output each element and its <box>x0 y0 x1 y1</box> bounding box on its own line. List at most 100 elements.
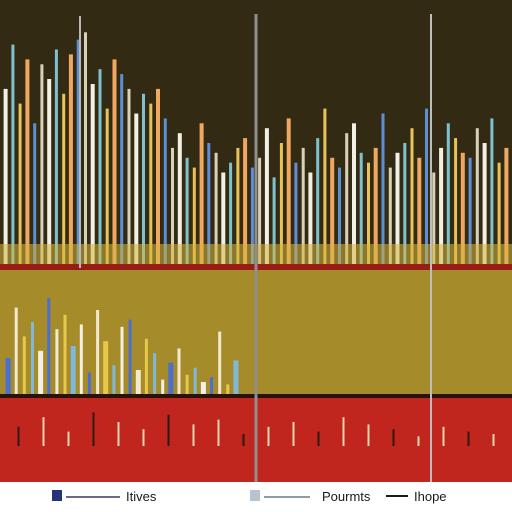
upper-bar-51 <box>367 162 370 266</box>
middle-bar-21 <box>168 362 174 394</box>
middle-bar-29 <box>233 360 239 394</box>
upper-bar-61 <box>439 147 444 266</box>
middle-bar-13 <box>103 341 109 394</box>
lower-bar-12 <box>292 422 295 446</box>
upper-bar-48 <box>345 133 349 266</box>
middle-bar-series <box>5 298 239 394</box>
lower-bar-series <box>17 412 495 446</box>
upper-bar-69 <box>497 162 501 266</box>
upper-bar-67 <box>482 143 487 266</box>
upper-bar-31 <box>221 172 226 266</box>
lower-bar-10 <box>242 434 245 446</box>
middle-bar-7 <box>55 329 59 394</box>
upper-bar-54 <box>388 167 392 266</box>
legend-label-1: Itives <box>126 489 157 504</box>
upper-bar-7 <box>47 79 52 266</box>
middle-bar-4 <box>31 322 34 394</box>
legend-swatch-1 <box>52 490 62 501</box>
upper-bar-36 <box>258 157 262 266</box>
legend-item-1: Itives <box>52 489 157 504</box>
upper-bar-9 <box>62 93 66 266</box>
middle-bar-24 <box>193 367 197 394</box>
upper-bar-44 <box>316 138 320 266</box>
lower-bar-7 <box>167 414 170 446</box>
lower-bar-6 <box>142 429 145 446</box>
lower-bar-18 <box>442 426 445 446</box>
upper-bar-6 <box>40 64 44 266</box>
upper-bar-62 <box>446 123 450 266</box>
upper-bar-41 <box>294 162 298 266</box>
legend-item-2: Pourmts <box>250 489 371 504</box>
upper-bar-16 <box>112 59 117 267</box>
upper-bar-24 <box>171 147 174 266</box>
lower-bar-8 <box>192 424 195 446</box>
upper-bar-21 <box>149 103 153 266</box>
lower-bar-15 <box>367 424 370 446</box>
upper-bar-5 <box>33 123 37 266</box>
upper-bar-22 <box>156 88 160 267</box>
upper-bar-15 <box>105 108 109 266</box>
upper-bar-37 <box>264 128 269 266</box>
upper-bar-46 <box>330 157 335 266</box>
legend-swatch-2 <box>250 490 260 501</box>
upper-bar-8 <box>54 49 58 266</box>
legend-item-3: Ihope <box>386 489 447 504</box>
upper-bar-13 <box>90 84 95 266</box>
upper-bar-30 <box>214 152 218 266</box>
lower-bar-17 <box>417 436 420 446</box>
middle-bar-3 <box>22 336 26 394</box>
upper-bar-57 <box>410 128 414 266</box>
lower-bar-4 <box>92 412 95 446</box>
upper-bar-32 <box>229 162 233 266</box>
upper-bar-49 <box>352 123 356 266</box>
middle-bar-10 <box>79 324 83 394</box>
middle-bar-12 <box>96 310 100 394</box>
middle-bar-17 <box>135 370 141 394</box>
upper-bar-28 <box>199 123 204 266</box>
upper-bar-14 <box>98 69 102 266</box>
upper-bar-66 <box>475 128 479 266</box>
legend-label-3: Ihope <box>414 489 447 504</box>
lower-bar-1 <box>17 426 20 446</box>
upper-bar-19 <box>134 113 139 266</box>
upper-bar-52 <box>373 147 378 266</box>
upper-bar-25 <box>177 133 182 266</box>
middle-bar-22 <box>177 348 181 394</box>
upper-bar-47 <box>338 167 341 266</box>
upper-bar-40 <box>286 118 291 267</box>
middle-bar-1 <box>5 358 11 394</box>
upper-bar-68 <box>490 118 494 267</box>
middle-bar-6 <box>47 298 51 394</box>
upper-bar-65 <box>468 157 472 266</box>
upper-bar-38 <box>272 177 276 266</box>
upper-bar-70 <box>504 147 509 266</box>
upper-bar-42 <box>301 147 305 266</box>
middle-bar-15 <box>120 326 124 394</box>
upper-bar-26 <box>185 157 189 266</box>
middle-bar-14 <box>112 365 116 394</box>
upper-bar-series <box>3 32 509 267</box>
upper-bar-43 <box>308 172 313 266</box>
middle-bar-2 <box>14 307 18 394</box>
upper-bar-11 <box>76 39 80 267</box>
middle-bar-16 <box>128 319 132 394</box>
lower-bar-2 <box>42 417 45 446</box>
upper-bar-64 <box>460 152 465 266</box>
upper-bar-55 <box>395 152 400 266</box>
upper-bar-58 <box>417 157 422 266</box>
middle-bar-26 <box>210 377 213 394</box>
middle-bar-27 <box>218 331 222 394</box>
upper-bar-12 <box>84 32 87 266</box>
upper-bar-1 <box>3 88 8 267</box>
middle-bar-8 <box>63 314 67 394</box>
upper-bar-10 <box>68 54 73 267</box>
middle-bar-5 <box>38 350 44 394</box>
upper-bar-27 <box>192 167 196 266</box>
legend-label-2: Pourmts <box>322 489 371 504</box>
lower-bar-13 <box>317 431 320 446</box>
upper-bar-60 <box>432 172 436 266</box>
upper-bar-20 <box>142 93 145 266</box>
lower-bar-19 <box>467 431 470 446</box>
lower-bar-16 <box>392 429 395 446</box>
